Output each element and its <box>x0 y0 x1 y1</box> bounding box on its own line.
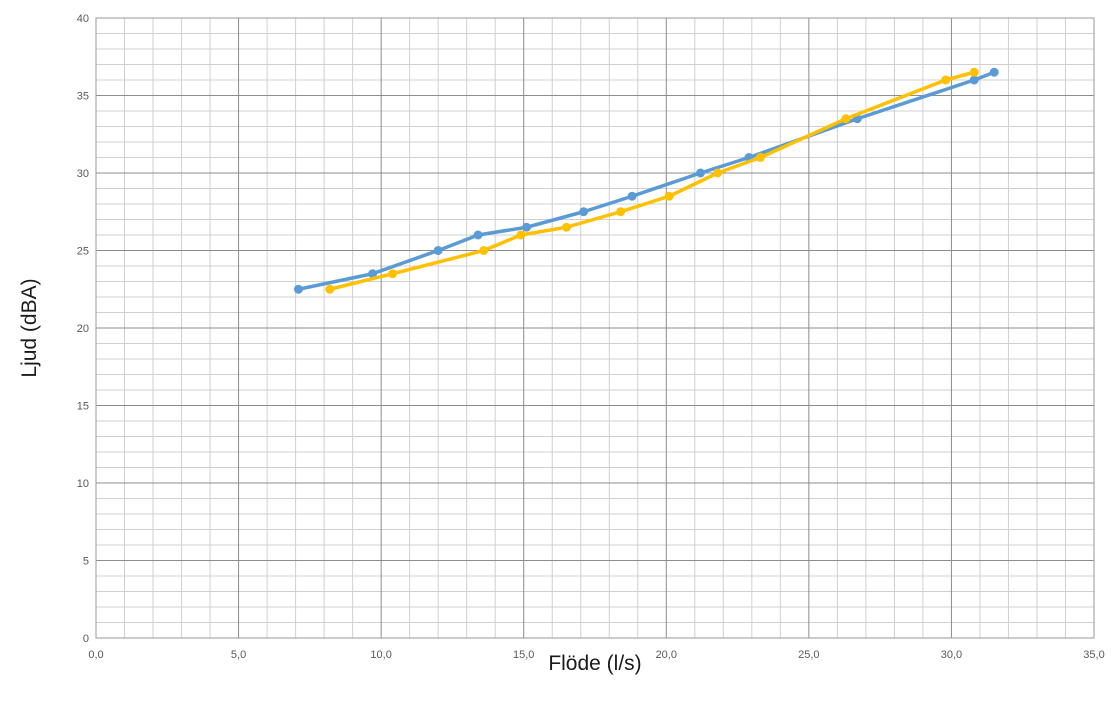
y-tick-label: 40 <box>77 13 89 25</box>
x-axis-title: Flöde (l/s) <box>548 652 641 675</box>
series-2-point <box>479 246 489 255</box>
x-tick-label: 35,0 <box>1083 649 1104 661</box>
x-tick-label: 25,0 <box>798 649 819 661</box>
y-tick-label: 20 <box>77 323 89 335</box>
series-2-point <box>325 284 335 294</box>
y-tick-label: 5 <box>83 556 89 568</box>
y-tick-label: 35 <box>77 91 89 103</box>
y-tick-label: 15 <box>77 401 89 413</box>
series-1-line <box>296 70 996 291</box>
series-1-point <box>293 284 303 294</box>
x-tick-label: 10,0 <box>370 649 391 661</box>
series-1-point <box>579 207 589 217</box>
series-1 <box>293 67 999 294</box>
x-tick-label: 30,0 <box>941 649 962 661</box>
y-tick-label: 25 <box>77 246 89 258</box>
series-2-point <box>841 114 851 124</box>
y-tick-labels: 0 5 10 15 20 25 30 35 40 <box>77 13 89 645</box>
series-2-point <box>969 67 979 77</box>
series-1-point <box>969 75 979 85</box>
x-tick-labels: 0,0 5,0 10,0 15,0 20,0 25,0 30,0 35,0 <box>88 649 1104 661</box>
series-2-point <box>755 153 765 162</box>
y-tick-label: 30 <box>77 168 89 180</box>
series-1-point <box>522 222 532 232</box>
y-axis-title: Ljud (dBA) <box>18 278 41 377</box>
series-2-point <box>941 75 951 85</box>
major-gridlines <box>96 18 1094 638</box>
x-tick-label: 5,0 <box>231 649 246 661</box>
series-1-point <box>989 67 999 77</box>
series-2 <box>325 67 979 294</box>
series-2-point <box>388 269 398 279</box>
series-1-point <box>696 168 706 178</box>
series-2-point <box>713 168 723 178</box>
series-1-point <box>368 269 378 279</box>
series-2-point <box>516 230 526 240</box>
x-tick-label: 15,0 <box>513 649 534 661</box>
series-2-line <box>328 70 976 291</box>
series-1-point <box>627 191 637 201</box>
x-tick-label: 20,0 <box>656 649 677 661</box>
series-2-point <box>561 222 571 232</box>
series-1-point <box>473 230 483 240</box>
y-tick-label: 10 <box>77 478 89 490</box>
series-layer <box>293 67 999 294</box>
plot-area-border <box>95 17 1095 639</box>
series-1-point <box>433 246 443 255</box>
series-2-point <box>616 207 626 217</box>
y-tick-label: 0 <box>83 633 89 645</box>
x-tick-label: 0,0 <box>88 649 103 661</box>
series-2-point <box>664 191 674 201</box>
